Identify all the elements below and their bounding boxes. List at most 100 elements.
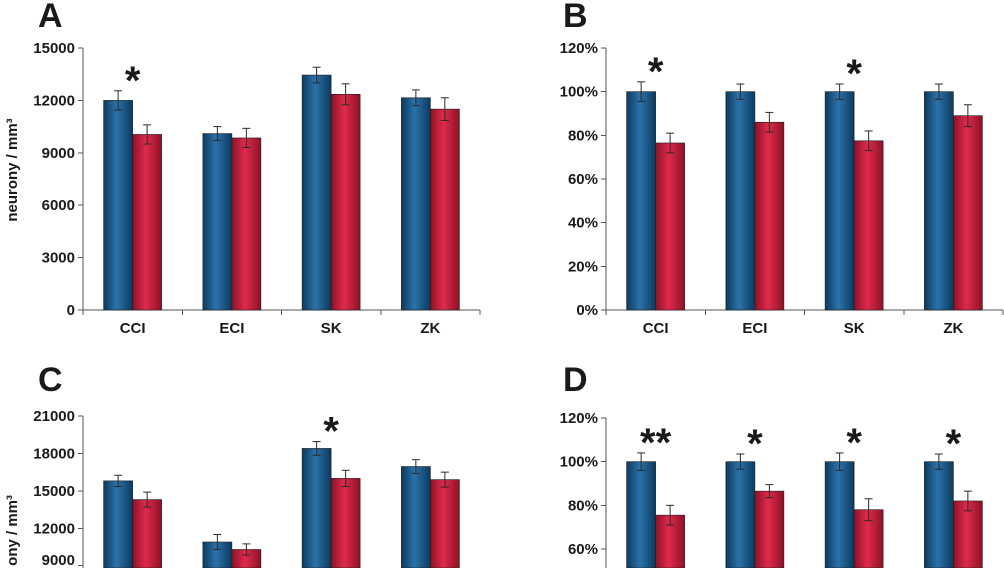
panel-c-bar-group-1-series-1 [103, 480, 133, 568]
panel-b-y-tick-label: 0% [576, 302, 598, 319]
panel-a-bar-group-4-series-2 [430, 108, 460, 311]
panel-a-error-bar-group-1-series-1 [114, 90, 123, 111]
panel-b-letter: B [563, 0, 588, 35]
panel-c-bar-group-3-series-2 [330, 478, 361, 568]
panel-d-bar-group-3-series-1 [824, 461, 855, 568]
panel-a-error-bar-group-2-series-2 [242, 127, 251, 149]
panel-c-error-bar-group-2-series-1 [213, 534, 222, 550]
panel-b-bar-group-4-series-1 [924, 91, 954, 311]
panel-b-bar-group-2-series-1 [725, 91, 756, 311]
panel-d-significance-marker: * [946, 422, 962, 466]
panel-b-error-bar-group-4-series-2 [963, 104, 972, 128]
panel-a-bar-group-2-series-1 [202, 133, 233, 311]
panel-c-letter: C [38, 361, 63, 399]
panel-a-category-label: ECI [219, 320, 244, 337]
panel-b-category-label: CCI [643, 320, 669, 337]
panel-d-error-bar-group-3-series-1 [835, 452, 844, 471]
panel-b-error-bar-group-3-series-1 [835, 83, 844, 100]
panel-b: B 0% 20% 40% 60% 80% 100% 120% CCI ECI SK ZK * * [560, 0, 1004, 337]
panel-b-error-bar-group-4-series-1 [934, 83, 943, 100]
panel-c-error-bar-group-4-series-2 [440, 471, 449, 488]
panel-d-y-tick-label: 120% [560, 410, 598, 427]
panel-a-significance-marker: * [125, 59, 141, 103]
panel-c-y-tick-label: 12000 [33, 520, 75, 537]
panel-a-category-label: SK [321, 320, 342, 337]
panel-c-y-tick-label: 15000 [33, 483, 75, 500]
panel-b-category-label: ZK [943, 320, 963, 337]
panel-b-y-tick-label: 100% [560, 84, 598, 101]
panel-d-bar-group-2-series-2 [754, 490, 785, 568]
panel-d-bar-group-4-series-1 [924, 461, 954, 568]
panel-a-error-bar-group-3-series-2 [341, 83, 350, 106]
panel-a-y-axis-label: neurony / mm³ [4, 118, 21, 221]
panel-d-error-bar-group-1-series-1 [637, 452, 646, 471]
panel-a-y-tick-label: 6000 [42, 197, 75, 214]
panel-c-bar-group-3-series-1 [301, 448, 332, 568]
panel-d: D60%80%100%120%** * * * [560, 361, 983, 568]
panel-c-error-bar-group-3-series-2 [341, 469, 350, 487]
panel-d-error-bar-group-2-series-1 [736, 453, 745, 470]
panel-a-y-tick-label: 12000 [33, 92, 75, 109]
panel-c-bar-group-4-series-1 [401, 466, 431, 568]
panel-b-bar-group-4-series-2 [953, 115, 983, 311]
panel-d-letter: D [563, 361, 588, 399]
panel-b-error-bar-group-1-series-1 [637, 81, 646, 102]
panel-c-significance-marker: * [323, 410, 339, 454]
panel-a-y-tick-label: 15000 [33, 40, 75, 57]
panel-b-bar-group-3-series-2 [853, 140, 884, 311]
panel-d-significance-marker: * [846, 421, 862, 465]
panel-a-y-tick-label: 3000 [42, 250, 75, 267]
panel-d-y-tick-label: 80% [568, 497, 598, 514]
panel-c-y-tick-label: 18000 [33, 445, 75, 462]
panel-d-error-bar-group-4-series-2 [963, 490, 972, 512]
panel-c-bar-group-4-series-2 [430, 479, 460, 568]
panel-a-category-label: ZK [420, 320, 440, 337]
panel-b-bar-group-3-series-1 [824, 91, 855, 311]
panel-d-significance-marker: * [747, 422, 763, 466]
panel-d-bar-group-2-series-1 [725, 461, 756, 568]
panel-d-bar-group-1-series-1 [626, 461, 656, 568]
panel-a-y-tick-label: 0 [67, 302, 75, 319]
panel-d-error-bar-group-1-series-2 [666, 504, 675, 526]
panel-a-bar-group-1-series-2 [132, 134, 162, 311]
panel-a-error-bar-group-3-series-1 [312, 66, 321, 84]
panel-c-y-tick-label: 9000 [42, 552, 75, 568]
panel-a-letter: A [38, 0, 63, 35]
panel-a-y-tick-label: 9000 [42, 145, 75, 162]
panel-b-bar-group-1-series-1 [626, 91, 656, 311]
panel-b-error-bar-group-2-series-1 [736, 83, 745, 100]
panel-a-error-bar-group-4-series-1 [411, 89, 420, 107]
panel-b-bar-group-1-series-2 [655, 142, 685, 311]
panel-d-significance-marker: ** [640, 421, 672, 465]
panel-c-error-bar-group-4-series-1 [411, 459, 420, 474]
panel-d-error-bar-group-2-series-2 [765, 484, 774, 499]
panel-a-bar-group-2-series-2 [231, 137, 262, 311]
panel-b-y-tick-label: 20% [568, 258, 598, 275]
panel-c-error-bar-group-1-series-1 [114, 474, 123, 487]
panel-b-y-tick-label: 120% [560, 40, 598, 57]
panel-b-category-label: SK [844, 320, 865, 337]
panel-c-error-bar-group-3-series-1 [312, 441, 321, 456]
panel-b-bar-group-2-series-2 [754, 121, 785, 311]
panel-a-error-bar-group-1-series-2 [143, 124, 152, 145]
panel-b-error-bar-group-1-series-2 [666, 132, 675, 154]
panel-b-category-label: ECI [742, 320, 767, 337]
panel-a-bar-group-4-series-1 [401, 97, 431, 311]
panel-c-error-bar-group-1-series-2 [143, 491, 152, 508]
panel-d-error-bar-group-4-series-1 [934, 453, 943, 470]
panel-b-y-tick-label: 40% [568, 215, 598, 232]
panel-d-y-tick-label: 60% [568, 541, 598, 558]
panel-d-error-bar-group-3-series-2 [864, 498, 873, 522]
panel-a-category-label: CCI [120, 320, 146, 337]
panel-a-bar-group-1-series-1 [103, 100, 133, 311]
panel-a-error-bar-group-4-series-2 [440, 97, 449, 121]
panel-b-error-bar-group-3-series-2 [864, 130, 873, 152]
panel-d-y-tick-label: 100% [560, 454, 598, 471]
panel-c-bar-group-1-series-2 [132, 499, 162, 568]
panel-b-significance-marker: * [846, 52, 862, 96]
panel-b-error-bar-group-2-series-2 [765, 111, 774, 133]
panel-a-bar-group-3-series-2 [330, 93, 361, 311]
